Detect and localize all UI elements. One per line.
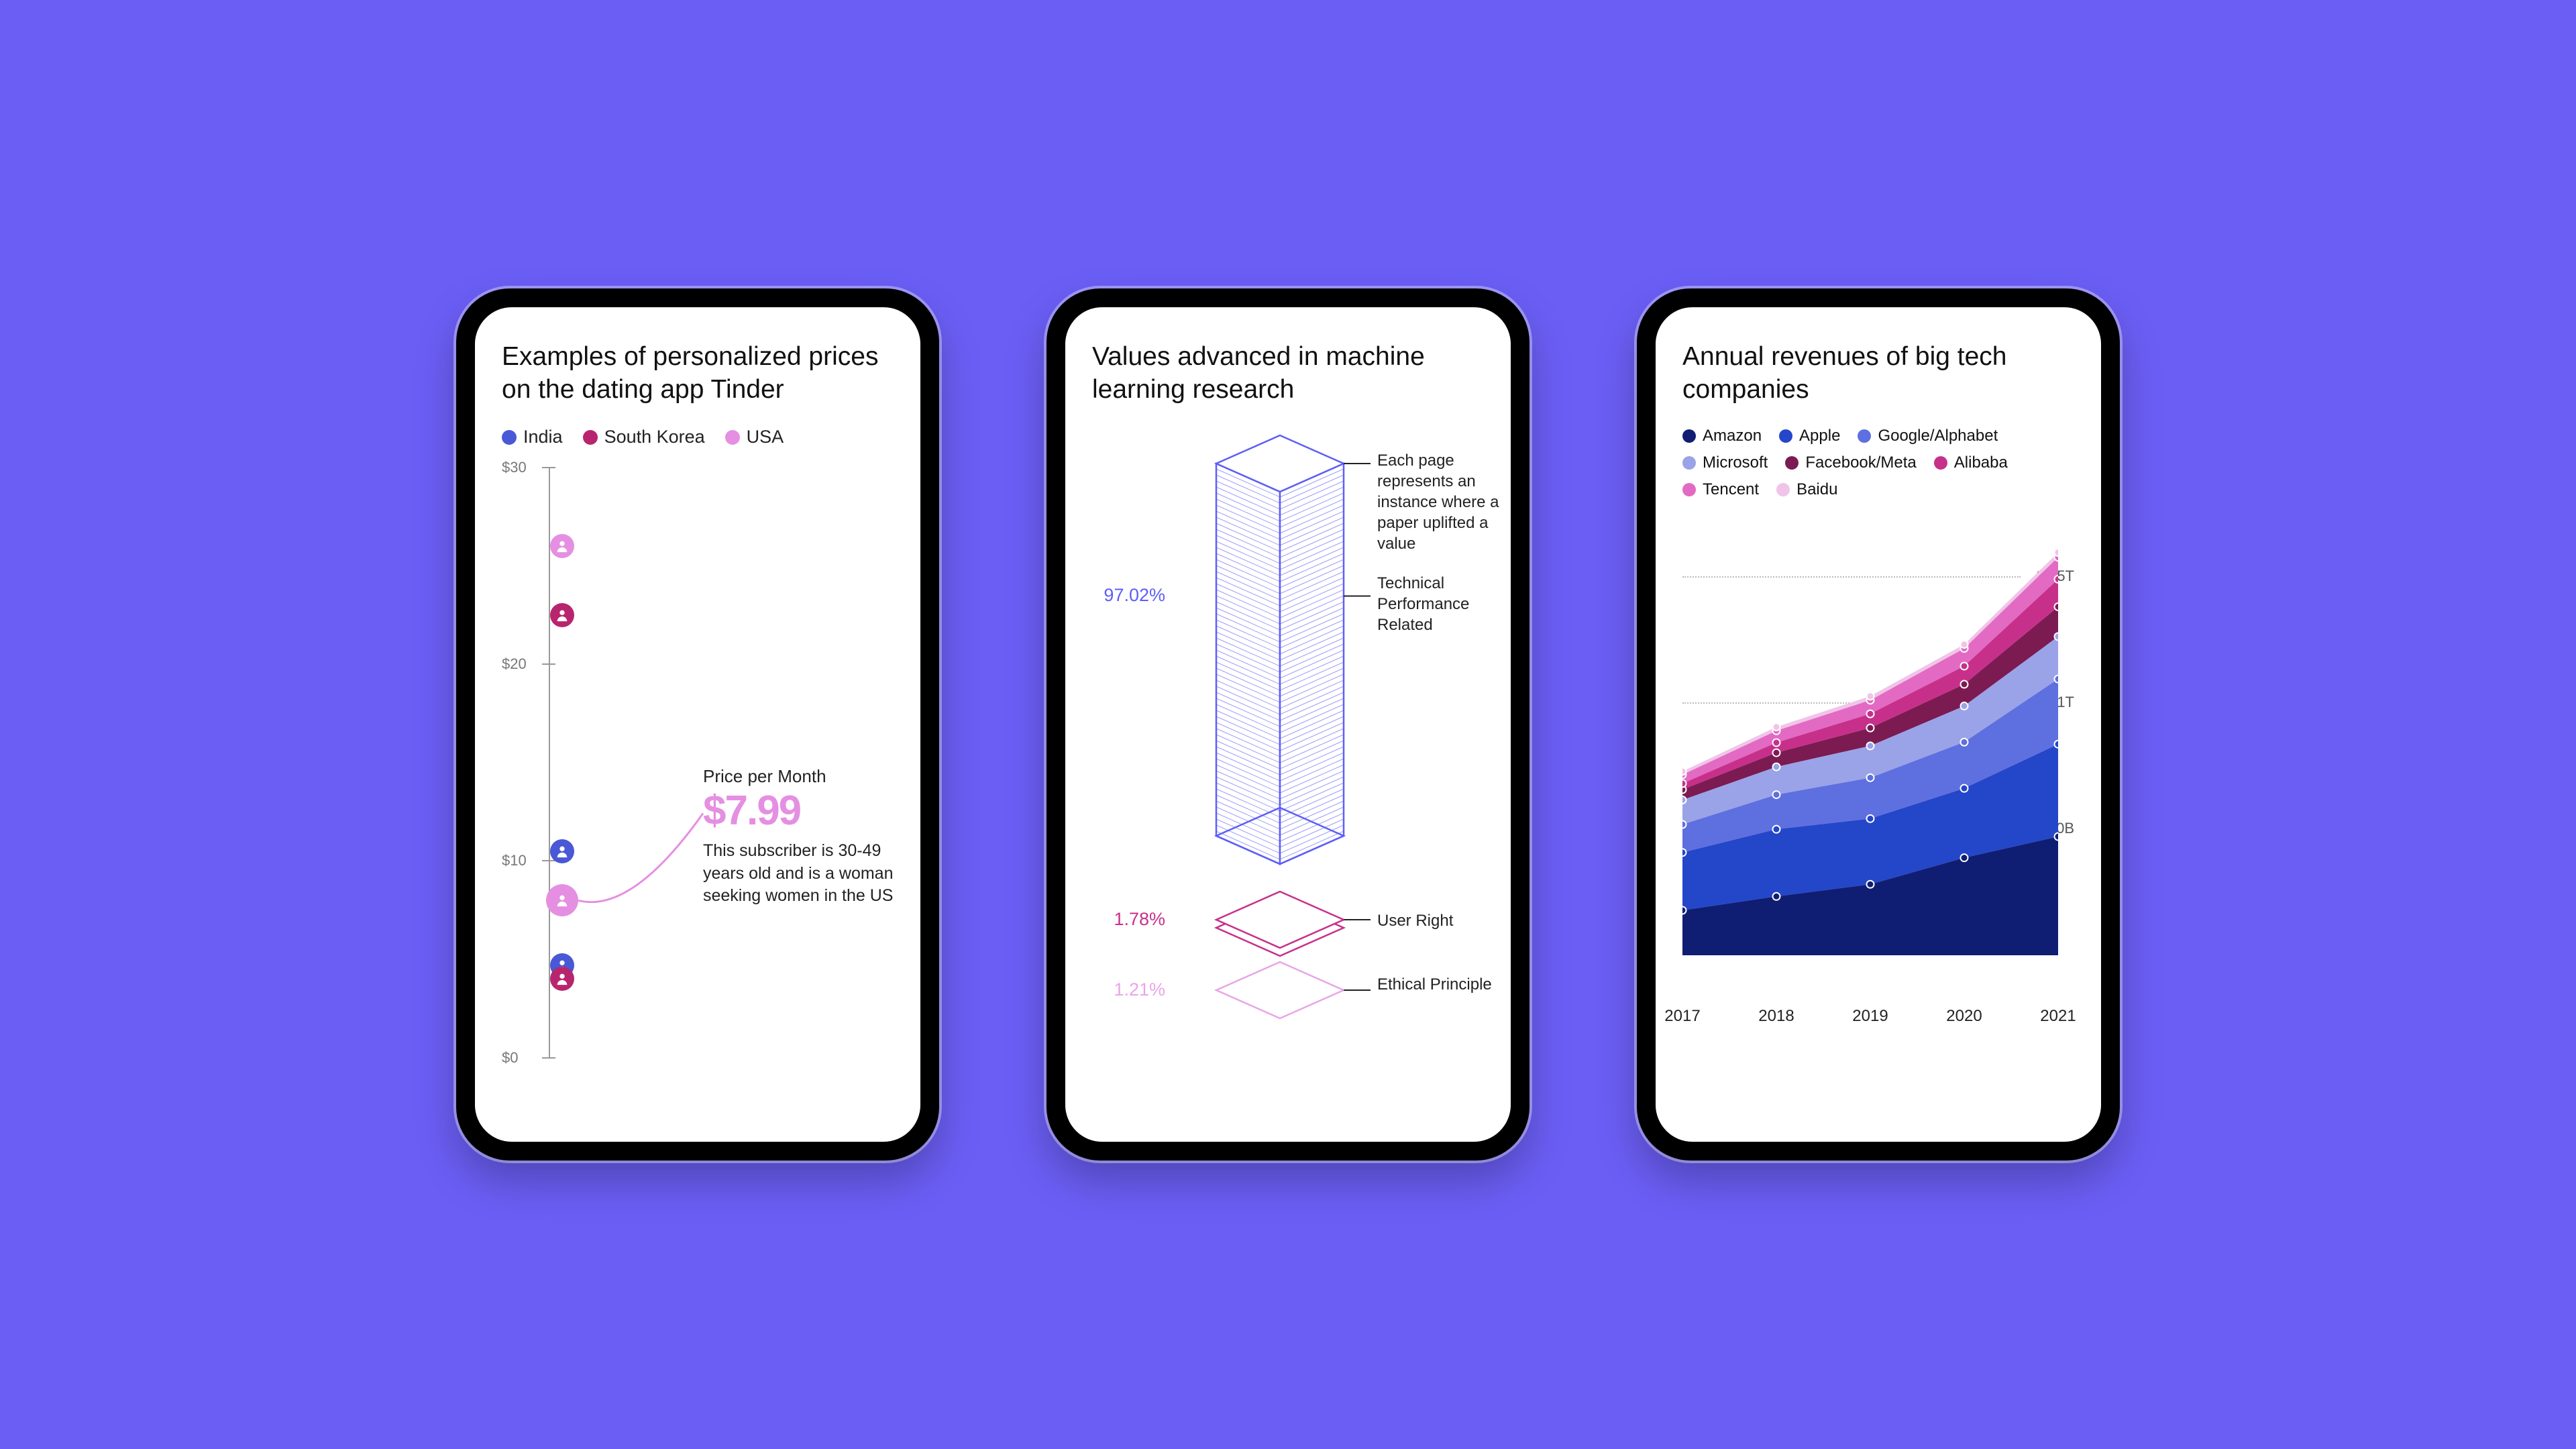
callout-price: $7.99 bbox=[703, 787, 918, 835]
pct-label: 1.21% bbox=[1114, 979, 1165, 1000]
xlabel: 2017 bbox=[1664, 1007, 1700, 1026]
xlabel: 2020 bbox=[1946, 1007, 1982, 1026]
legend-item-usa: USA bbox=[725, 427, 784, 447]
pct-label: 1.78% bbox=[1114, 909, 1165, 930]
legend-dot bbox=[1682, 483, 1696, 496]
legend-item: Amazon bbox=[1682, 427, 1762, 445]
legend-dot bbox=[1682, 429, 1696, 443]
legend-dot-usa bbox=[725, 430, 740, 445]
legend-dot bbox=[1779, 429, 1792, 443]
legend-item: Tencent bbox=[1682, 480, 1759, 499]
ytick-label: $20 bbox=[502, 655, 527, 673]
chart1-plot: $0$10$20$30Price per Month$7.99This subs… bbox=[502, 468, 894, 1058]
price-marker bbox=[550, 839, 574, 863]
legend-item-sk: South Korea bbox=[583, 427, 705, 447]
legend-item: Alibaba bbox=[1934, 453, 2008, 472]
callout-title: Price per Month bbox=[703, 766, 918, 787]
segment-label: Technical Performance Related bbox=[1377, 573, 1511, 636]
chart3-legend: Amazon Apple Google/Alphabet Microsoft Faceb… bbox=[1682, 427, 2074, 499]
segment-label: Each page represents an instance where a… bbox=[1377, 450, 1511, 555]
chart1-yaxis bbox=[549, 468, 550, 1058]
legend-item: Facebook/Meta bbox=[1785, 453, 1916, 472]
phone-frame-2: Values advanced in machine learning rese… bbox=[1046, 288, 1529, 1161]
legend-item: Microsoft bbox=[1682, 453, 1768, 472]
xlabel: 2019 bbox=[1852, 1007, 1888, 1026]
chart3-title: Annual revenues of big tech companies bbox=[1682, 341, 2074, 407]
legend-dot-sk bbox=[583, 430, 598, 445]
chart1-legend: India South Korea USA bbox=[502, 427, 894, 447]
legend-dot bbox=[1785, 456, 1799, 470]
price-marker bbox=[550, 534, 574, 558]
legend-dot-india bbox=[502, 430, 517, 445]
xlabel: 2021 bbox=[2040, 1007, 2076, 1026]
phone-frame-3: Annual revenues of big tech companies Am… bbox=[1637, 288, 2120, 1161]
segment-label: User Right bbox=[1377, 910, 1511, 931]
chart3-plot: $500B$1T$1.5T20172018201920202021 bbox=[1682, 526, 2074, 996]
price-marker bbox=[550, 967, 574, 991]
ytick-label: $30 bbox=[502, 459, 527, 476]
legend-item: Google/Alphabet bbox=[1858, 427, 1998, 445]
price-marker bbox=[546, 884, 578, 916]
legend-item-india: India bbox=[502, 427, 563, 447]
stacked-area-svg bbox=[1682, 526, 2058, 962]
legend-dot bbox=[1776, 483, 1790, 496]
legend-item: Apple bbox=[1779, 427, 1840, 445]
phone-frame-1: Examples of personalized prices on the d… bbox=[456, 288, 939, 1161]
callout-desc: This subscriber is 30-49 years old and i… bbox=[703, 840, 918, 908]
phone-screen-3: Annual revenues of big tech companies Am… bbox=[1656, 307, 2101, 1142]
legend-dot bbox=[1858, 429, 1871, 443]
price-callout: Price per Month$7.99 This subscriber is 3… bbox=[703, 766, 918, 908]
xlabel: 2018 bbox=[1758, 1007, 1794, 1026]
phone-screen-1: Examples of personalized prices on the d… bbox=[475, 307, 920, 1142]
chart2-diagram: 97.02%1.78%1.21%Each page represents an … bbox=[1092, 427, 1484, 1097]
segment-label: Ethical Principle bbox=[1377, 974, 1511, 995]
ytick-label: $10 bbox=[502, 852, 527, 869]
pct-label: 97.02% bbox=[1104, 585, 1165, 606]
legend-dot bbox=[1682, 456, 1696, 470]
chart2-title: Values advanced in machine learning rese… bbox=[1092, 341, 1484, 407]
price-marker bbox=[550, 603, 574, 627]
chart1-title: Examples of personalized prices on the d… bbox=[502, 341, 894, 407]
legend-dot bbox=[1934, 456, 1947, 470]
ytick-label: $0 bbox=[502, 1049, 518, 1067]
phone-screen-2: Values advanced in machine learning rese… bbox=[1065, 307, 1511, 1142]
legend-item: Baidu bbox=[1776, 480, 1837, 499]
